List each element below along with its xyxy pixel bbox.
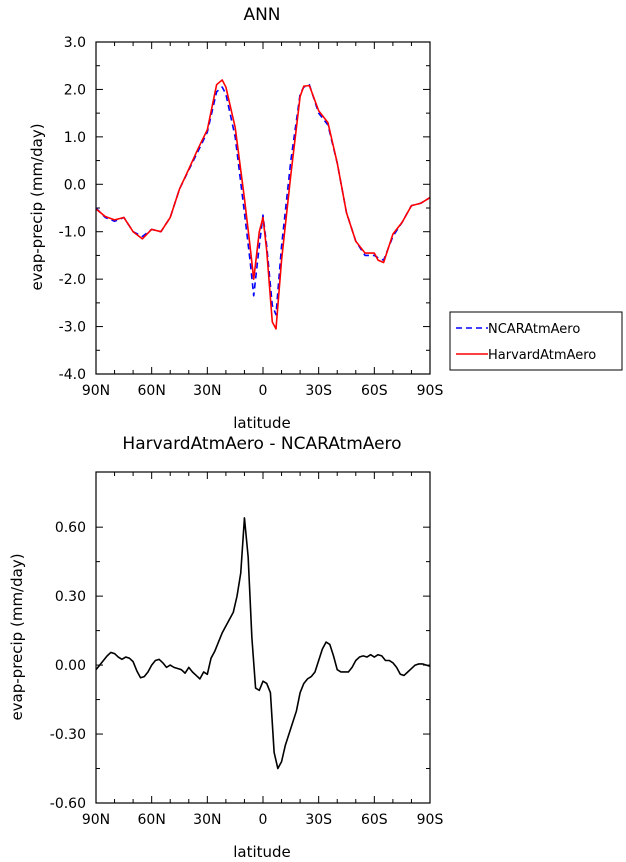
top-chart-ytick-label: 3.0 bbox=[64, 35, 86, 51]
top-chart-ytick-label: 2.0 bbox=[64, 82, 86, 98]
legend-box bbox=[449, 311, 623, 371]
bottom-chart-xtick-label: 30S bbox=[305, 812, 332, 828]
bottom-chart-xtick-label: 60S bbox=[361, 812, 388, 828]
top-chart-ytick-label: -3.0 bbox=[59, 320, 86, 336]
top-chart-xtick-label: 90S bbox=[417, 383, 444, 399]
top-chart-ylabel: evap-precip (mm/day) bbox=[28, 123, 46, 290]
top-chart-ytick-label: -2.0 bbox=[59, 272, 86, 288]
top-chart-ytick-label: -4.0 bbox=[59, 367, 86, 383]
bottom-chart-ytick-label: -0.60 bbox=[50, 796, 86, 812]
top-chart-ytick-label: 1.0 bbox=[64, 130, 86, 146]
top-chart-series bbox=[95, 79, 431, 330]
top-chart-title: ANN bbox=[243, 5, 280, 25]
bottom-chart-xtick-label: 90S bbox=[417, 812, 444, 828]
bottom-chart-frame bbox=[95, 471, 431, 804]
bottom-chart-xtick-label: 0 bbox=[259, 812, 268, 828]
bottom-chart-ylabel: evap-precip (mm/day) bbox=[8, 553, 26, 720]
top-chart-ytick-label: 0.0 bbox=[64, 177, 86, 193]
top-chart-xtick-label: 60S bbox=[361, 383, 388, 399]
bottom-chart-ytick-label: -0.30 bbox=[50, 727, 86, 743]
top-chart-xtick-label: 30S bbox=[305, 383, 332, 399]
bottom-chart-ytick-label: 0.60 bbox=[55, 520, 86, 536]
top-chart-xtick-label: 60N bbox=[138, 383, 166, 399]
bottom-chart-xtick-label: 60N bbox=[138, 812, 166, 828]
bottom-chart-ticks: 90N 60N 30N 0 30S 60S 90S 0.60 0.30 0.00 -0.30 -0.6… bbox=[50, 472, 444, 828]
top-chart-series-line-harvardatmaero bbox=[95, 79, 431, 330]
bottom-chart-series bbox=[95, 517, 431, 770]
bottom-chart-xtick-label: 30N bbox=[193, 812, 221, 828]
top-chart-xtick-label: 30N bbox=[193, 383, 221, 399]
top-chart-xtick-label: 0 bbox=[259, 383, 268, 399]
bottom-chart-xlabel: latitude bbox=[233, 843, 291, 861]
top-chart-xlabel: latitude bbox=[233, 414, 291, 432]
top-chart-ticks: 90N 60N 30N 0 30S 60S 90S 3.0 2.0 1.0 0.0 -1.0 -2.0 -… bbox=[59, 35, 444, 399]
legend-label-harvard: HarvardAtmAero bbox=[488, 348, 596, 363]
bottom-chart-title: HarvardAtmAero - NCARAtmAero bbox=[122, 434, 401, 454]
top-chart-frame bbox=[95, 41, 431, 375]
top-chart-panel: ANN latitude evap-precip (mm/day) 90N 60N… bbox=[28, 5, 443, 432]
bottom-chart-xtick-label: 90N bbox=[82, 812, 110, 828]
bottom-chart-ytick-label: 0.00 bbox=[55, 658, 86, 674]
bottom-chart-panel: HarvardAtmAero - NCARAtmAero latitude ev… bbox=[8, 434, 443, 861]
top-chart-ytick-label: -1.0 bbox=[59, 225, 86, 241]
top-chart-xtick-label: 90N bbox=[82, 383, 110, 399]
legend-label-ncar: NCARAtmAero bbox=[488, 322, 580, 337]
bottom-chart-series-line-0 bbox=[95, 517, 431, 770]
top-chart-legend: NCARAtmAero HarvardAtmAero bbox=[449, 311, 623, 371]
bottom-chart-ytick-label: 0.30 bbox=[55, 589, 86, 605]
top-chart-series-line-ncaratmaero bbox=[95, 83, 431, 316]
